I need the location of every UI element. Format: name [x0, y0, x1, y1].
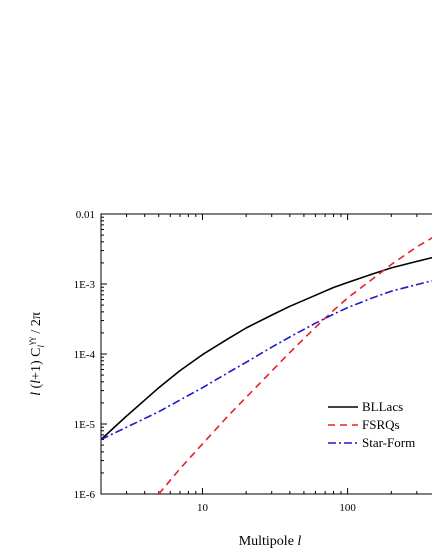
x-axis-title-text: Multipole [239, 534, 298, 549]
legend-label: BLLacs [362, 399, 403, 414]
series-layer [101, 237, 432, 494]
x-tick-label: 100 [339, 502, 356, 514]
y-tick-label: 1E-5 [74, 419, 96, 431]
x-axis-title-variable: l [297, 534, 301, 549]
y-tick-label: 1E-3 [74, 279, 96, 291]
axis-tick-labels: 10 100 0.01 1E-3 1E-4 1E-5 1E-6 [74, 209, 357, 514]
axis-ticks [100, 213, 418, 495]
series-line-fsrqs [158, 237, 432, 494]
x-axis-title: Multipole l [239, 534, 302, 549]
y-tick-label: 1E-6 [74, 489, 96, 501]
y-tick-label: 0.01 [76, 209, 95, 221]
series-line-star-form [101, 279, 432, 441]
legend-label: Star-Form [362, 435, 415, 450]
legend: BLLacs FSRQs Star-Form [328, 399, 415, 450]
x-tick-label: 10 [197, 502, 209, 514]
legend-label: FSRQs [362, 417, 400, 432]
y-axis-title: l (l+1) Clγγ / 2π [26, 312, 46, 396]
plot-frame [100, 213, 432, 495]
y-tick-label: 1E-4 [74, 349, 96, 361]
